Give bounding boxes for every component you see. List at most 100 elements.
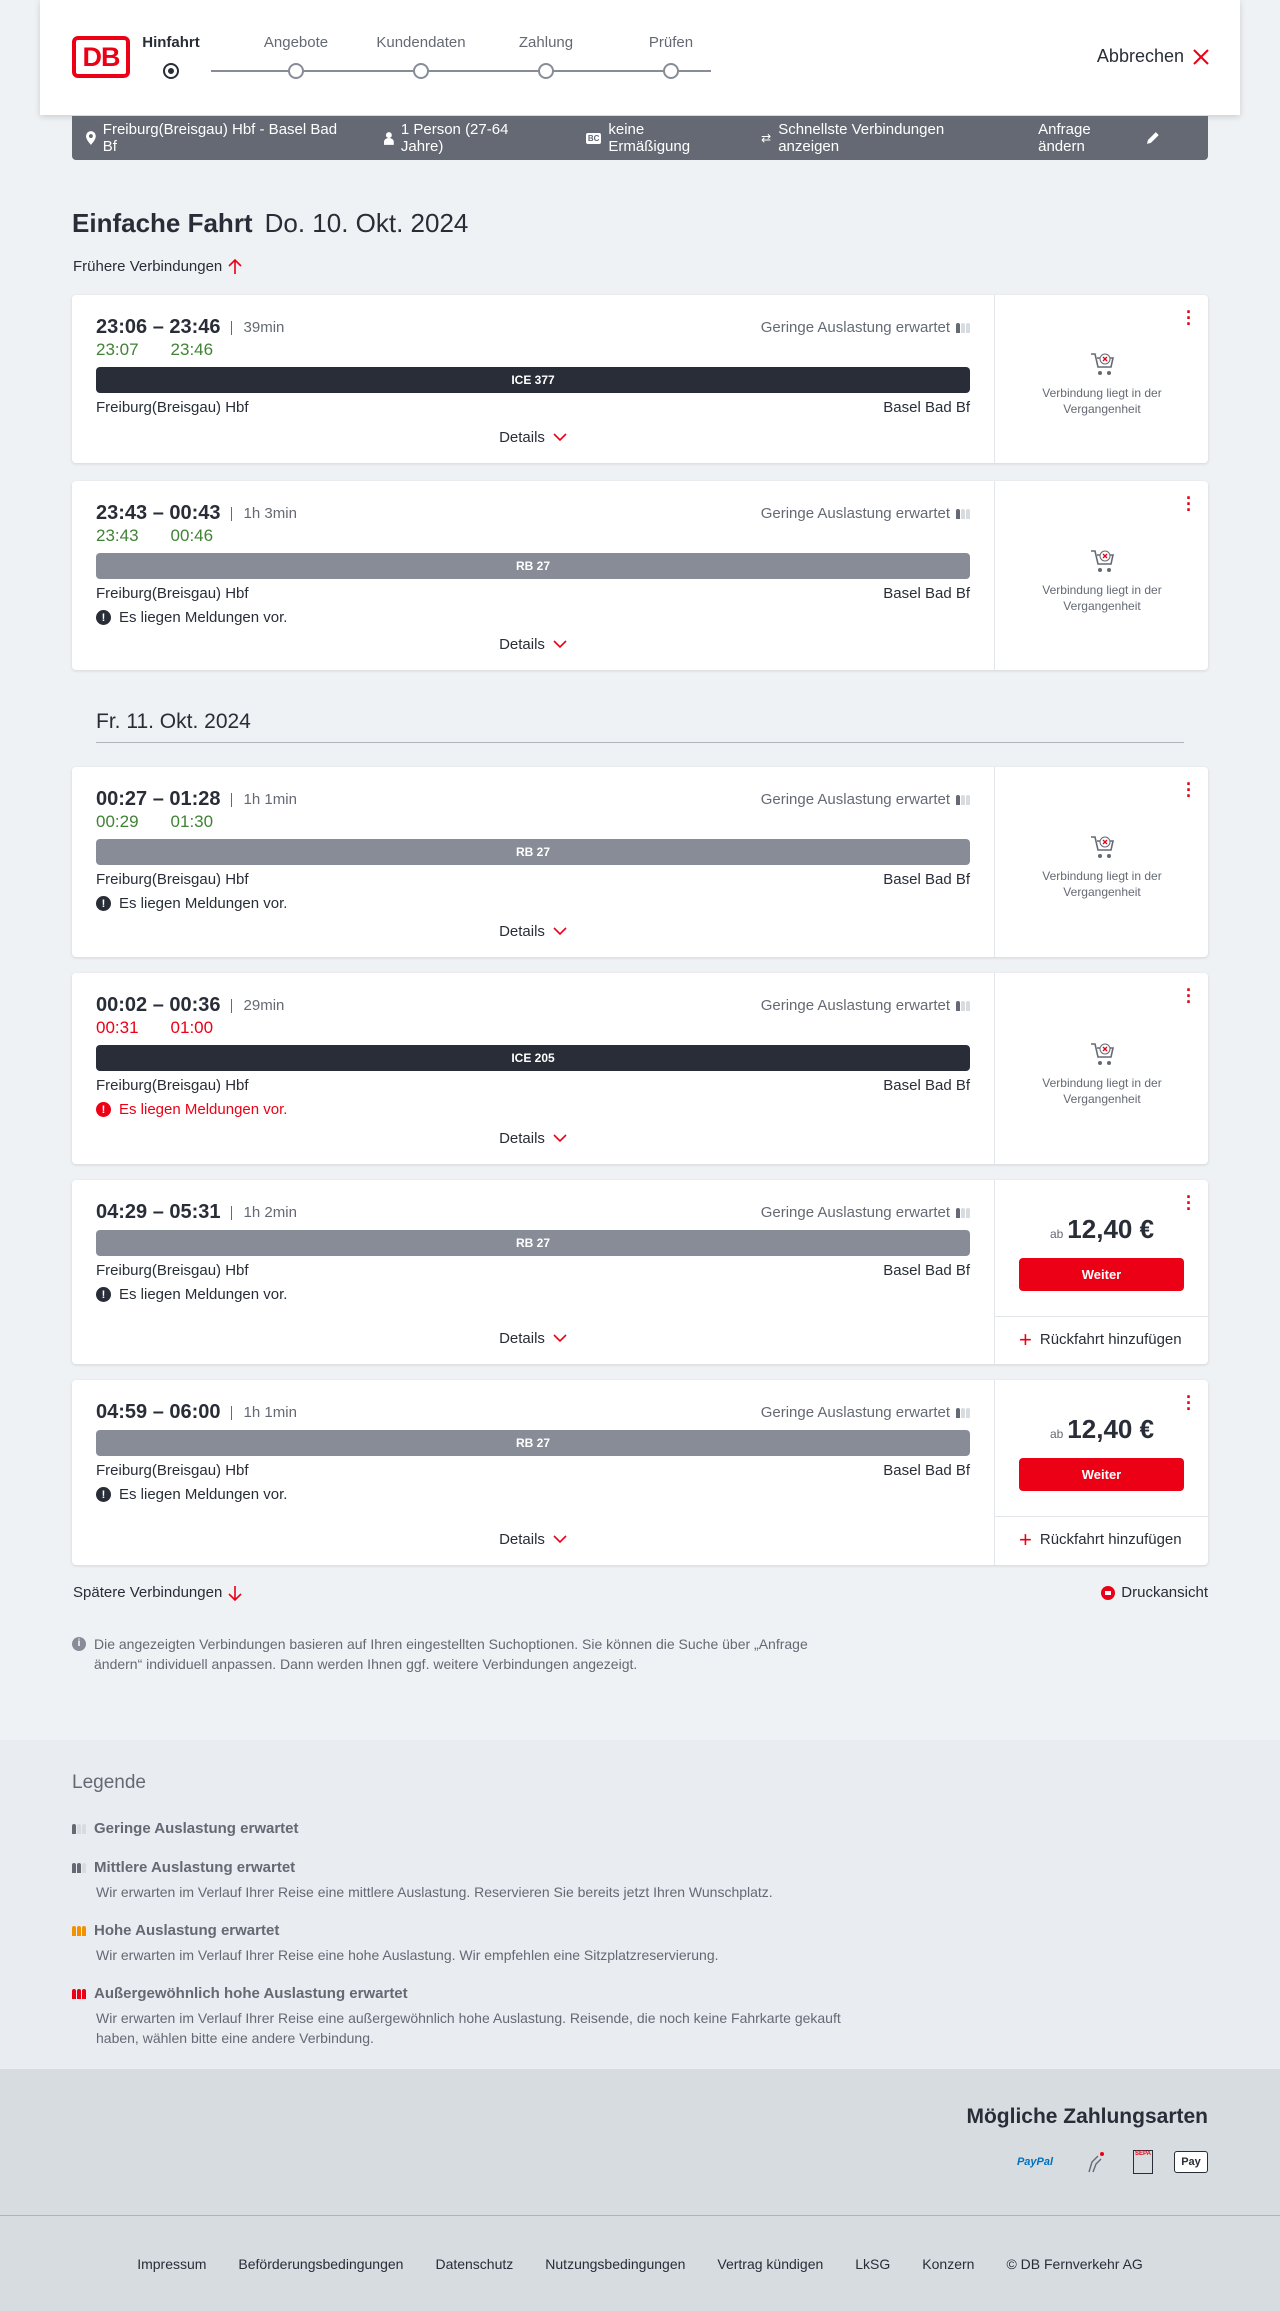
stations: Freiburg(Breisgau) Hbf Basel Bad Bf (96, 1262, 970, 1279)
details-toggle[interactable]: Details (96, 636, 970, 653)
connection-times: 04:29 – 05:31 1h 2min (96, 1201, 297, 1224)
past-connection-status: Verbindung liegt in der Vergangenheit (1042, 1075, 1162, 1106)
message-notice[interactable]: ! Es liegen Meldungen vor. (96, 895, 287, 912)
train-bar[interactable]: RB 27 (96, 1430, 970, 1456)
footer-link[interactable]: Impressum (137, 2255, 207, 2272)
cancel-button[interactable]: Abbrechen (1097, 46, 1210, 67)
connection-info: 23:06 – 23:46 39min Geringe Auslastung erw… (96, 295, 970, 463)
train-bar[interactable]: RB 27 (96, 553, 970, 579)
train-bar[interactable]: RB 27 (96, 1230, 970, 1256)
cart-unavailable-icon (1090, 834, 1116, 865)
low-load-icon (956, 1207, 970, 1218)
edit-request-button[interactable]: Anfrage ändern (1038, 121, 1160, 155)
arrival-station: Basel Bad Bf (883, 399, 970, 416)
sepa-icon: SEPA (1126, 2150, 1160, 2174)
more-options-icon[interactable]: · · · (1186, 1187, 1192, 1219)
realtime-arrival: 01:00 (170, 1018, 214, 1037)
route-text: Freiburg(Breisgau) Hbf - Basel Bad Bf (102, 121, 338, 155)
footer-link[interactable]: Konzern (922, 2255, 975, 2272)
continue-button[interactable]: Weiter (1019, 1258, 1184, 1291)
message-notice[interactable]: ! Es liegen Meldungen vor. (96, 1286, 287, 1303)
details-toggle[interactable]: Details (96, 1330, 970, 1347)
connection-card[interactable]: 04:29 – 05:31 1h 2min Geringe Auslastung e… (72, 1180, 1209, 1364)
offer-panel: · · · Verbindung liegt in der Vergangenheit (994, 481, 1208, 670)
message-text: Es liegen Meldungen vor. (119, 1101, 288, 1118)
legend-item-heading: Geringe Auslastung erwartet (72, 1820, 856, 1837)
low-load-icon (956, 322, 970, 333)
arrival-station: Basel Bad Bf (883, 871, 970, 888)
details-toggle[interactable]: Details (96, 1531, 970, 1548)
bahncard-icon: BC (585, 132, 602, 144)
more-options-icon[interactable]: · · · (1186, 302, 1192, 334)
add-return-trip-button[interactable]: + Rückfahrt hinzufügen (1019, 1326, 1182, 1352)
details-toggle[interactable]: Details (96, 923, 970, 940)
load-text: Geringe Auslastung erwartet (760, 791, 950, 808)
later-connections-link[interactable]: Spätere Verbindungen (73, 1584, 242, 1601)
printer-icon (1101, 1585, 1116, 1600)
footer-link[interactable]: LkSG (855, 2255, 891, 2272)
stations: Freiburg(Breisgau) Hbf Basel Bad Bf (96, 1077, 970, 1094)
arrival-station: Basel Bad Bf (883, 1462, 970, 1479)
price: ab 12,40 € (995, 1214, 1209, 1245)
step-angebote: Angebote (263, 34, 329, 51)
footer-link[interactable]: Nutzungsbedingungen (545, 2255, 686, 2272)
realtime-departure: 23:43 (96, 526, 139, 545)
date-separator: Fr. 11. Okt. 2024 (96, 710, 251, 733)
more-options-icon[interactable]: · · · (1186, 774, 1192, 806)
print-view-link[interactable]: Druckansicht (1101, 1584, 1208, 1601)
details-toggle[interactable]: Details (96, 429, 970, 446)
train-bar[interactable]: ICE 377 (96, 367, 970, 393)
connection-info: 00:02 – 00:36 29min Geringe Auslastung erw… (96, 973, 970, 1164)
edit-request-label: Anfrage ändern (1038, 121, 1091, 155)
connection-card[interactable]: 04:59 – 06:00 1h 1min Geringe Auslastung e… (72, 1380, 1209, 1565)
step-marker (663, 63, 679, 79)
plus-icon: + (1019, 1326, 1032, 1352)
legend-item-heading: Außergewöhnlich hohe Auslastung erwartet (72, 1985, 856, 2002)
train-bar[interactable]: RB 27 (96, 839, 970, 865)
more-options-icon[interactable]: · · · (1186, 1387, 1192, 1419)
offer-panel: · · · ab 12,40 € Weiter + Rückfahrt hinzufügen (994, 1180, 1209, 1364)
connection-card[interactable]: 23:06 – 23:46 39min Geringe Auslastung erw… (72, 295, 1208, 463)
connection-card[interactable]: 00:27 – 01:28 1h 1min Geringe Auslastung e… (72, 767, 1208, 957)
details-toggle[interactable]: Details (96, 1130, 970, 1147)
scheduled-times: 04:29 – 05:31 (96, 1201, 221, 1223)
exclamation-icon: ! (96, 610, 111, 625)
stations: Freiburg(Breisgau) Hbf Basel Bad Bf (96, 399, 970, 416)
past-connection-status: Verbindung liegt in der Vergangenheit (1042, 386, 1162, 416)
more-options-icon[interactable]: · · · (1186, 980, 1192, 1012)
arrival-station: Basel Bad Bf (883, 585, 970, 602)
scheduled-times: 23:43 – 00:43 (96, 502, 221, 524)
db-logo[interactable]: DB (72, 36, 130, 78)
departure-station: Freiburg(Breisgau) Hbf (96, 1262, 249, 1279)
load-indicator: Geringe Auslastung erwartet (761, 997, 970, 1014)
add-return-trip-button[interactable]: + Rückfahrt hinzufügen (1019, 1528, 1182, 1550)
footer-link[interactable]: Beförderungsbedingungen (238, 2255, 404, 2272)
arrow-down-icon (228, 1585, 242, 1601)
more-options-icon[interactable]: · · · (1186, 488, 1192, 520)
step-marker (538, 63, 554, 79)
past-connection-status: Verbindung liegt in der Vergangenheit (1042, 582, 1162, 613)
realtime-arrival: 00:46 (170, 526, 214, 545)
connection-info: 23:43 – 00:43 1h 3min Geringe Auslastung e… (96, 481, 970, 670)
page-title: Einfache Fahrt Do. 10. Okt. 2024 (72, 208, 468, 239)
realtime-departure: 00:31 (96, 1018, 139, 1037)
message-notice[interactable]: ! Es liegen Meldungen vor. (96, 609, 287, 626)
train-bar[interactable]: ICE 205 (96, 1045, 970, 1071)
discount-text: keine Ermäßigung (608, 121, 691, 155)
connection-card[interactable]: 00:02 – 00:36 29min Geringe Auslastung erw… (72, 973, 1208, 1164)
message-notice[interactable]: ! Es liegen Meldungen vor. (96, 1486, 287, 1503)
connection-info: 04:59 – 06:00 1h 1min Geringe Auslastung e… (96, 1380, 970, 1565)
connection-card[interactable]: 23:43 – 00:43 1h 3min Geringe Auslastung e… (72, 481, 1208, 670)
footer-link[interactable]: Vertrag kündigen (717, 2255, 824, 2272)
low-load-icon (956, 508, 970, 519)
low-load-icon (956, 794, 970, 805)
footer-link[interactable]: Datenschutz (435, 2255, 514, 2272)
footer-link[interactable]: © DB Fernverkehr AG (1006, 2255, 1143, 2272)
continue-button[interactable]: Weiter (1019, 1458, 1184, 1491)
message-notice[interactable]: ! Es liegen Meldungen vor. (96, 1101, 287, 1118)
earlier-connections-link[interactable]: Frühere Verbindungen (73, 258, 242, 275)
departure-station: Freiburg(Breisgau) Hbf (96, 1077, 249, 1094)
exclamation-icon: ! (96, 1487, 111, 1502)
trip-type: Einfache Fahrt (72, 208, 253, 238)
message-text: Es liegen Meldungen vor. (119, 895, 288, 912)
